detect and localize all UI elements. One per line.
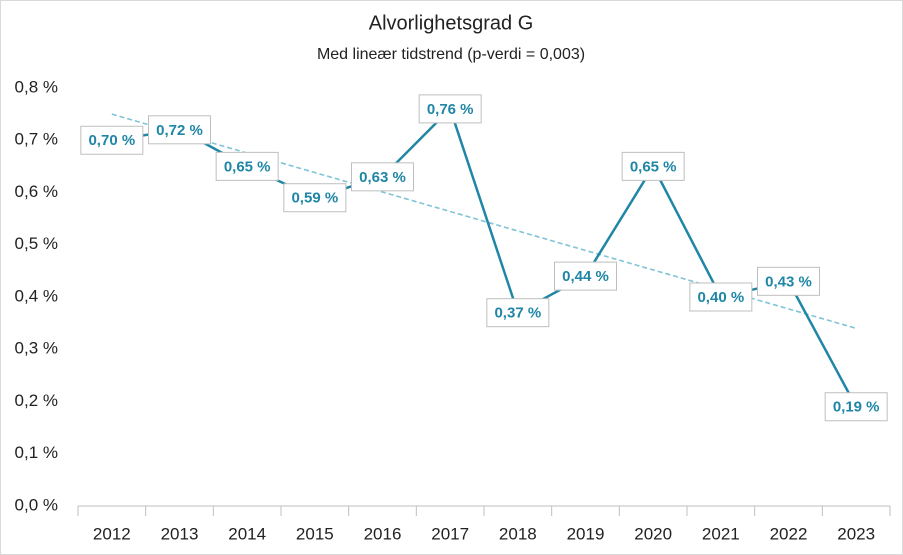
value-label-box	[486, 298, 550, 328]
label-box	[621, 151, 685, 181]
value-label-box	[283, 183, 347, 213]
value-label: 0,59 %	[291, 190, 338, 207]
y-tick-label: 0,7 %	[15, 130, 58, 149]
label-box	[486, 298, 550, 328]
label-box	[757, 266, 820, 296]
x-tick-label: 2018	[499, 524, 537, 543]
label-box	[215, 151, 279, 181]
value-label: 0,76 %	[427, 101, 474, 118]
value-label: 0,63 %	[359, 169, 406, 186]
x-tick-label: 2020	[634, 524, 672, 543]
value-label-box	[824, 392, 888, 422]
label-box	[351, 162, 414, 192]
x-tick-label: 2023	[837, 524, 875, 543]
value-label-box	[351, 162, 414, 192]
y-tick-label: 0,0 %	[15, 495, 58, 514]
value-label-box	[418, 94, 482, 124]
x-tick-label: 2012	[93, 524, 131, 543]
label-box	[283, 183, 347, 213]
value-label: 0,19 %	[833, 399, 880, 416]
value-label-box	[80, 125, 144, 155]
value-label: 0,40 %	[697, 289, 744, 306]
chart-subtitle: Med lineær tidstrend (p-verdi = 0,003)	[317, 46, 585, 63]
label-box	[824, 392, 888, 422]
value-label-box	[689, 282, 753, 312]
x-tick-label: 2014	[228, 524, 266, 543]
x-tick-label: 2016	[364, 524, 402, 543]
x-tick-label: 2022	[770, 524, 808, 543]
value-label: 0,43 %	[765, 273, 812, 290]
value-label-box	[554, 261, 617, 291]
chart-title: Alvorlighetsgrad G	[369, 12, 534, 34]
label-box	[554, 261, 617, 291]
y-tick-label: 0,6 %	[15, 182, 58, 201]
trendline	[111, 113, 857, 330]
x-tick-label: 2013	[161, 524, 199, 543]
value-label-box	[148, 115, 211, 145]
value-label-box	[215, 151, 279, 181]
x-tick-label: 2015	[296, 524, 334, 543]
y-tick-label: 0,1 %	[15, 443, 58, 462]
label-box	[148, 115, 211, 145]
label-box	[689, 282, 753, 312]
value-label-box	[757, 266, 820, 296]
y-tick-label: 0,4 %	[15, 286, 58, 305]
value-label: 0,70 %	[88, 132, 135, 149]
value-label: 0,65 %	[630, 158, 677, 175]
x-tick-label: 2021	[702, 524, 740, 543]
x-tick-label: 2017	[431, 524, 469, 543]
y-tick-label: 0,8 %	[15, 77, 58, 96]
label-box	[418, 94, 482, 124]
value-label: 0,37 %	[494, 305, 541, 322]
x-tick-label: 2019	[567, 524, 605, 543]
value-label: 0,65 %	[224, 158, 271, 175]
y-tick-label: 0,5 %	[15, 234, 58, 253]
value-label: 0,44 %	[562, 268, 609, 285]
value-label: 0,72 %	[156, 122, 203, 139]
y-tick-label: 0,3 %	[15, 339, 58, 358]
value-label-box	[621, 151, 685, 181]
y-tick-label: 0,2 %	[15, 391, 58, 410]
label-box	[80, 125, 144, 155]
